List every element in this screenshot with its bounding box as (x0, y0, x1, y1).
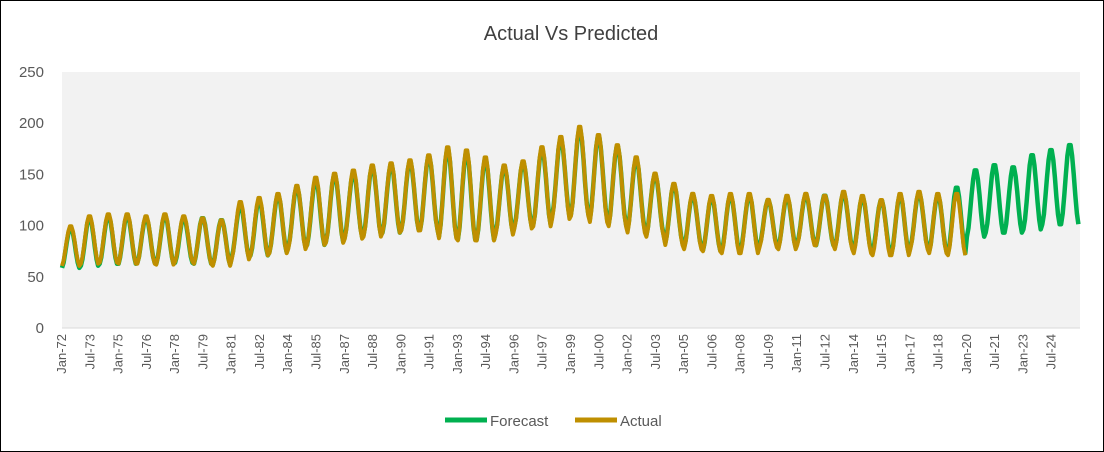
x-tick-label: Jan-17 (902, 334, 917, 374)
x-tick-label: Jul-85 (309, 334, 324, 369)
y-tick-label: 0 (36, 320, 44, 337)
x-tick-label: Jan-78 (167, 334, 182, 374)
x-tick-label: Jan-99 (563, 334, 578, 374)
series-line-actual (60, 124, 968, 268)
x-tick-label: Jan-72 (54, 334, 69, 374)
x-tick-label: Jul-79 (195, 334, 210, 369)
x-tick-label: Jul-24 (1044, 334, 1059, 369)
x-tick-label: Jul-73 (82, 334, 97, 369)
x-tick-label: Jan-20 (959, 334, 974, 374)
x-tick-label: Jul-12 (818, 334, 833, 369)
y-axis-ticks: 0 50 100 150 200 250 (19, 64, 44, 337)
x-tick-label: Jan-96 (506, 334, 521, 374)
x-tick-label: Jan-14 (846, 334, 861, 374)
x-tick-label: Jul-76 (139, 334, 154, 369)
legend-label-actual: Actual (620, 413, 662, 430)
y-tick-label: 100 (19, 218, 44, 235)
x-tick-label: Jan-08 (733, 334, 748, 374)
x-tick-label: Jan-90 (393, 334, 408, 374)
x-tick-label: Jul-15 (874, 334, 889, 369)
x-tick-label: Jul-97 (535, 334, 550, 369)
x-tick-label: Jul-82 (252, 334, 267, 369)
x-tick-label: Jan-87 (337, 334, 352, 374)
series-lines (59, 124, 1081, 271)
legend-label-forecast: Forecast (490, 413, 549, 430)
y-tick-label: 50 (27, 269, 44, 286)
x-tick-label: Jul-18 (931, 334, 946, 369)
x-axis-ticks: Jan-72 Jul-73 Jan-75 Jul-76 Jan-78 Jul-79 Jan-… (54, 334, 1059, 374)
x-tick-label: Jan-75 (111, 334, 126, 374)
x-tick-label: Jul-91 (422, 334, 437, 369)
x-tick-label: Jan-23 (1015, 334, 1030, 374)
x-tick-label: Jul-06 (704, 334, 719, 369)
x-tick-label: Jul-09 (761, 334, 776, 369)
legend: Forecast Actual (445, 413, 662, 430)
x-tick-label: Jan-11 (789, 334, 804, 373)
x-tick-label: Jul-00 (591, 334, 606, 369)
x-tick-label: Jan-81 (224, 334, 239, 374)
x-tick-label: Jan-02 (620, 334, 635, 374)
y-tick-label: 150 (19, 166, 44, 183)
x-tick-label: Jul-94 (478, 334, 493, 369)
x-tick-label: Jan-05 (676, 334, 691, 374)
x-tick-label: Jul-88 (365, 334, 380, 369)
chart-title: Actual Vs Predicted (484, 23, 659, 45)
x-tick-label: Jul-03 (648, 334, 663, 369)
x-tick-label: Jan-84 (280, 334, 295, 374)
x-tick-label: Jul-21 (987, 334, 1002, 369)
y-tick-label: 250 (19, 64, 44, 81)
y-tick-label: 200 (19, 115, 44, 132)
x-tick-label: Jan-93 (450, 334, 465, 374)
